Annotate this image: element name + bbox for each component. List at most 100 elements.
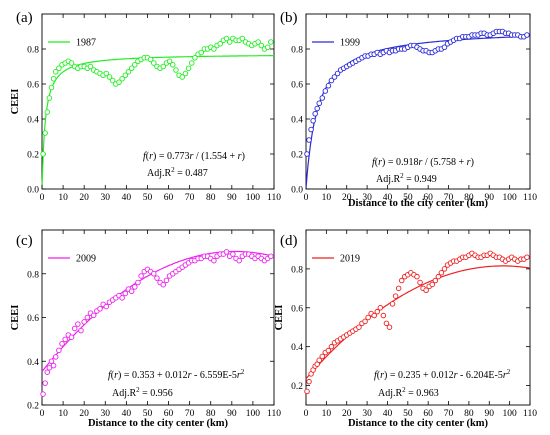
data-point [211, 257, 217, 264]
fit-equation: f(r) = 0.235 + 0.012r - 6.204E-5r2 [374, 368, 511, 381]
data-point [356, 324, 362, 330]
x-tick-label: 60 [423, 193, 433, 203]
panel-label: (b) [280, 10, 298, 26]
data-point [264, 44, 271, 51]
x-tick-label: 110 [523, 193, 537, 203]
x-tick-label: 90 [485, 193, 495, 203]
data-point [103, 303, 110, 310]
data-point [414, 273, 420, 280]
data-point [308, 126, 314, 133]
adj-r2-lead: Adj.R [112, 388, 137, 399]
x-tick-label: 100 [503, 193, 518, 203]
data-point [223, 249, 230, 255]
x-tick-label: 10 [322, 193, 332, 203]
data-point [106, 74, 113, 80]
x-axis-title: Distance to the city center (km) [348, 418, 489, 429]
legend-label: 1999 [340, 38, 360, 49]
data-point [122, 290, 129, 297]
x-tick-label: 30 [101, 193, 111, 203]
data-point [179, 74, 186, 80]
data-point [68, 60, 75, 66]
x-axis-title: Distance to the city center (km) [88, 418, 229, 429]
data-point [319, 353, 326, 360]
panel-c: 0 10 20 30 40 50 60 70 80 90 100 110 0.2 0.4 0.6 0.8 (c)… [10, 229, 281, 429]
adj-r2-value: = 0.487 [175, 168, 208, 179]
panel-label: (d) [280, 233, 298, 249]
data-point [306, 378, 312, 385]
data-point [71, 325, 78, 332]
x-tick-label: 40 [383, 193, 393, 203]
data-point [122, 72, 129, 78]
y-tick-label: 0.8 [291, 265, 303, 275]
data-point [383, 320, 390, 327]
data-point [90, 312, 97, 319]
data-point [312, 110, 318, 117]
data-point [78, 327, 84, 334]
adj-r2: Adj.R2 = 0.963 [378, 386, 439, 399]
eq-var: r [114, 370, 118, 381]
x-tick-label: 110 [267, 193, 281, 203]
data-point [182, 70, 189, 77]
data-point [109, 77, 116, 84]
data-point [316, 357, 322, 364]
x-axis-title: Distance to the city center (km) [348, 198, 489, 209]
data-point [304, 151, 310, 157]
data-point [97, 306, 103, 312]
data-point [230, 251, 236, 257]
data-point [84, 314, 91, 321]
data-point [151, 60, 157, 66]
y-tick-label: 0.4 [27, 358, 39, 368]
data-point [87, 63, 94, 70]
eq-var: r [419, 157, 423, 168]
y-tick-label: 0.6 [291, 81, 303, 91]
y-tick-label: 0.2 [27, 402, 39, 412]
x-tick-label: 70 [444, 409, 454, 419]
eq-part: ) = 0.353 + 0.012 [118, 370, 188, 381]
y-tick-label: 0.4 [27, 116, 39, 126]
panel-b: 0 10 20 30 40 50 60 70 80 90 100 110 0.0 0.2 0.4 0.6 0.8… [280, 10, 537, 209]
adj-r2: Adj.R2 = 0.487 [147, 166, 208, 179]
x-tick-label: 60 [164, 409, 174, 419]
panel-a: 0 10 20 30 40 50 60 70 80 90 100 110 0.0 0.2 0.4 0.6 0.8… [10, 10, 281, 203]
eq-var: r [190, 151, 194, 162]
data-point [42, 380, 48, 386]
adj-r2-superscript: 2 [402, 386, 406, 394]
data-point [441, 266, 448, 272]
x-tick-label: 10 [322, 409, 332, 419]
adj-r2: Adj.R2 = 0.956 [112, 386, 173, 399]
eq-fn: f [372, 157, 376, 168]
adj-r2: Adj.R2 = 0.949 [376, 172, 437, 185]
x-tick-label: 20 [79, 193, 89, 203]
data-point [192, 55, 198, 61]
eq-part: - 6.559E-5 [192, 370, 237, 381]
data-point [48, 84, 55, 91]
data-point [188, 60, 195, 66]
data-point [42, 130, 48, 136]
data-point [52, 354, 59, 360]
data-point [377, 305, 384, 311]
data-point [52, 68, 59, 75]
data-point [75, 321, 81, 327]
fit-equation: f(r) = 0.918r / (5.758 + r) [372, 157, 474, 168]
data-point [223, 35, 230, 42]
fit-curve [41, 54, 274, 185]
adj-r2-superscript: 2 [171, 166, 175, 174]
eq-fn: f [374, 370, 378, 381]
panel-d: 0 10 20 30 40 50 60 70 80 90 100 110 0.2 0.4 0.6 0.8 (d)… [274, 229, 537, 429]
data-point [132, 62, 138, 68]
x-tick-label: 60 [164, 193, 174, 203]
data-point [314, 105, 320, 112]
data-point [217, 41, 223, 47]
x-tick-label: 50 [143, 409, 153, 419]
x-tick-label: 90 [227, 193, 237, 203]
y-axis-title: CEEI [10, 305, 21, 331]
data-point [438, 270, 445, 276]
eq-part: ( [377, 370, 381, 381]
data-point [306, 137, 312, 143]
data-point [119, 75, 125, 82]
y-axis-title: CEEI [10, 89, 21, 115]
data-point [331, 74, 338, 80]
plot-frame [305, 13, 531, 190]
x-tick-label: 100 [503, 409, 518, 419]
